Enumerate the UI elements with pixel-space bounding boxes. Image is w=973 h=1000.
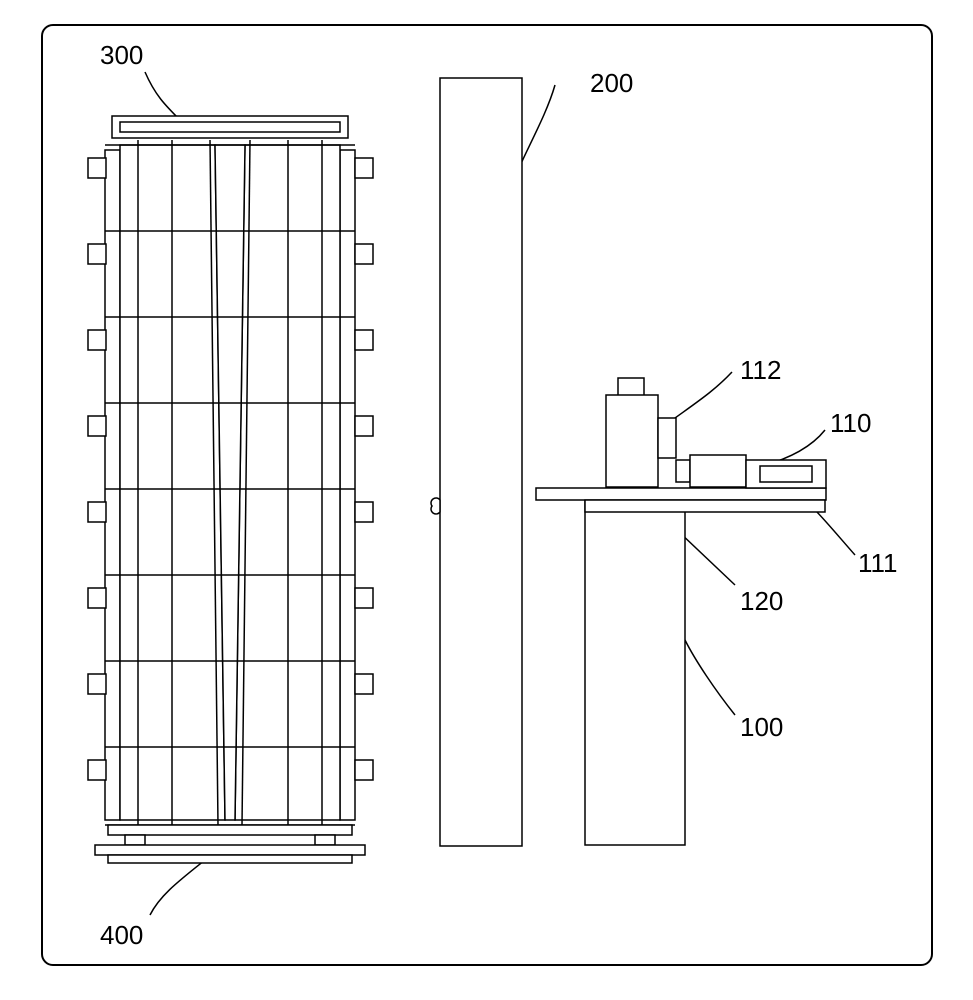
label-111: 111 [858, 548, 898, 579]
label-112: 112 [740, 355, 781, 386]
leader-400 [150, 860, 205, 915]
label-100: 100 [740, 712, 783, 743]
component-100 [585, 495, 685, 845]
component-platform [536, 488, 826, 512]
label-120: 120 [740, 586, 783, 617]
component-110 [676, 455, 826, 488]
leader-112 [675, 372, 732, 418]
component-200 [431, 78, 522, 846]
component-120 [606, 378, 658, 487]
drawing-svg [0, 0, 973, 1000]
leader-111 [815, 510, 855, 555]
left-lugs [88, 158, 106, 780]
component-112 [658, 418, 676, 458]
label-110: 110 [830, 408, 871, 439]
label-200: 200 [590, 68, 633, 99]
label-300: 300 [100, 40, 143, 71]
leader-300 [145, 72, 180, 120]
right-lugs [355, 158, 373, 780]
leader-100 [685, 640, 735, 715]
label-400: 400 [100, 920, 143, 951]
component-300 [88, 116, 373, 863]
